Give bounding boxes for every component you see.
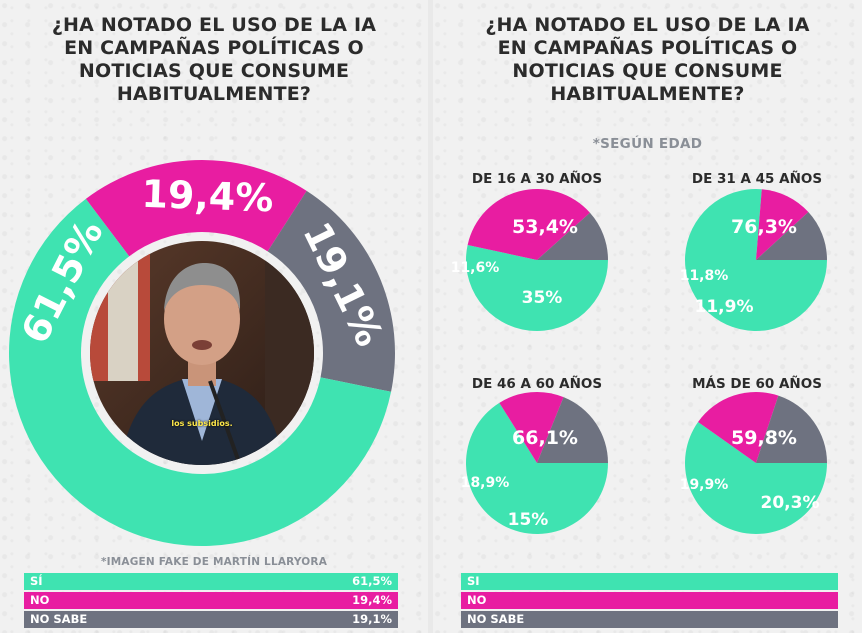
- pie-title-16-30: DE 16 A 30 AÑOS: [471, 171, 603, 187]
- pie-slice-no: [467, 188, 590, 260]
- donut-label-no: 19,4%: [141, 172, 274, 221]
- pie-label-no: 20,3%: [761, 493, 820, 513]
- legend-label: NO SABE: [30, 612, 88, 626]
- legend-value: 61,5%: [352, 574, 392, 588]
- legend-label: SÍ: [30, 574, 43, 588]
- pie-slice-no-sabe: [537, 212, 608, 260]
- pie-label-no-sabe: 18,9%: [461, 475, 510, 491]
- photo-subtitle: los subsidios.: [171, 419, 233, 428]
- pie-label-no-sabe: 11,6%: [451, 260, 500, 276]
- left-panel: ¿HA NOTADO EL USO DE LA IA EN CAMPAÑAS P…: [0, 0, 428, 633]
- legend-row-si: SI: [461, 573, 838, 590]
- pie-label-si: 59,8%: [731, 427, 797, 449]
- image-caption: *IMAGEN FAKE DE MARTÍN LLARYORA: [100, 556, 328, 568]
- legend-row-no-sabe: NO SABE 19,1%: [24, 611, 398, 628]
- pie-label-no: 15%: [508, 510, 549, 530]
- donut-slice-no: [85, 160, 307, 257]
- pie-title-31-45: DE 31 A 45 AÑOS: [691, 171, 823, 187]
- pie-slice-no-sabe: [756, 395, 827, 463]
- pie-46-60: 66,1% 15% 18,9%: [461, 391, 608, 535]
- pie-mas-60: 59,8% 20,3% 19,9%: [680, 392, 827, 534]
- pie-slice-si: [466, 244, 608, 331]
- pie-label-no-sabe: 19,9%: [680, 477, 729, 493]
- pie-label-no-sabe: 11,8%: [680, 268, 729, 284]
- pie-slice-no-sabe: [537, 397, 608, 463]
- donut-slice-no-sabe: [267, 190, 395, 392]
- pie-label-si: 53,4%: [512, 216, 578, 238]
- legend-row-no: NO 19,4%: [24, 592, 398, 609]
- legend-row-no-sabe: NO SABE: [461, 611, 838, 628]
- pie-slice-no-sabe: [756, 212, 827, 260]
- legend-label: NO: [467, 593, 487, 607]
- pie-slice-no: [756, 189, 809, 260]
- legend-label: NO: [30, 593, 50, 607]
- legend-row-no: NO: [461, 592, 838, 609]
- pie-title-mas-60: MÁS DE 60 AÑOS: [692, 376, 822, 392]
- age-pie-charts: 53,4% 35% 11,6% 76,3% 11,9% 11,8% 66,1% 15% 18,9…: [451, 188, 827, 535]
- donut-slice-si: [8, 198, 392, 546]
- pie-label-no: 35%: [522, 288, 563, 308]
- pie-label-si: 66,1%: [512, 427, 578, 449]
- pie-slice-si: [685, 188, 827, 331]
- right-subtitle: *SEGÚN EDAD: [592, 136, 703, 152]
- legend-value: 19,1%: [352, 612, 392, 626]
- pie-title-46-60: DE 46 A 60 AÑOS: [471, 376, 603, 392]
- legend-label: SI: [467, 574, 480, 588]
- right-title: ¿HA NOTADO EL USO DE LA IA EN CAMPAÑAS P…: [485, 14, 810, 105]
- left-title: ¿HA NOTADO EL USO DE LA IA EN CAMPAÑAS P…: [51, 14, 377, 105]
- pie-31-45: 76,3% 11,9% 11,8%: [680, 188, 827, 331]
- pie-slice-no: [698, 392, 779, 463]
- right-panel: ¿HA NOTADO EL USO DE LA IA EN CAMPAÑAS P…: [433, 0, 862, 633]
- pie-slice-si: [685, 421, 827, 534]
- legend-label: NO SABE: [467, 612, 525, 626]
- pie-label-no: 11,9%: [695, 297, 754, 317]
- legend-row-si: SÍ 61,5%: [24, 573, 398, 590]
- pie-label-si: 76,3%: [731, 216, 797, 238]
- politician-photo: los subsidios.: [90, 241, 314, 465]
- pie-16-30: 53,4% 35% 11,6%: [451, 188, 608, 331]
- legend-value: 19,4%: [352, 593, 392, 607]
- pie-slice-no: [499, 391, 564, 463]
- pie-slice-si: [466, 402, 608, 535]
